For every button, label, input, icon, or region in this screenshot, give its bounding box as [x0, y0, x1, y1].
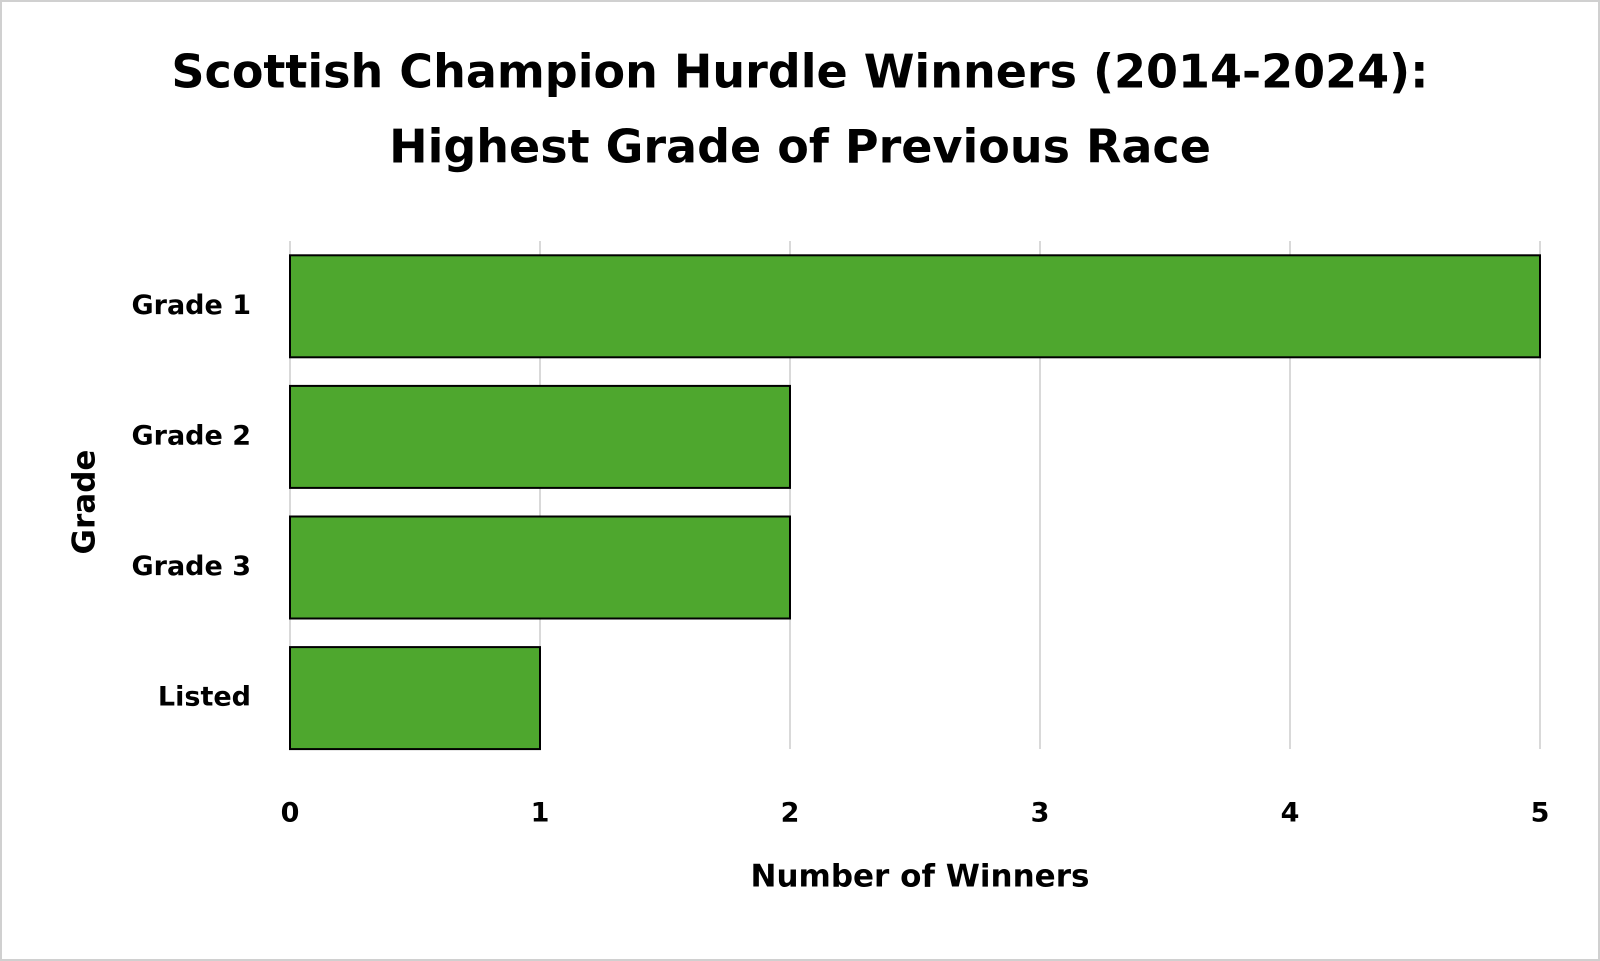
x-tick-label: 0 — [281, 798, 300, 829]
x-tick-label: 4 — [1281, 798, 1300, 829]
x-tick-label: 2 — [781, 798, 800, 829]
y-axis-label: Grade — [67, 450, 103, 555]
y-tick-label: Grade 2 — [131, 420, 251, 451]
x-tick-label: 1 — [531, 798, 550, 829]
x-axis-label: Number of Winners — [751, 859, 1090, 895]
chart-title: Scottish Champion Hurdle Winners (2014-2… — [171, 45, 1428, 99]
x-tick-label: 5 — [1531, 798, 1550, 829]
bar — [289, 515, 791, 620]
y-tick-label: Grade 3 — [131, 551, 251, 582]
y-tick-label: Grade 1 — [131, 290, 251, 321]
bar — [289, 254, 1541, 359]
bar — [289, 646, 541, 751]
x-tick-label: 3 — [1031, 798, 1050, 829]
bar — [289, 384, 791, 489]
y-tick-label: Listed — [158, 682, 251, 713]
chart-title: Highest Grade of Previous Race — [389, 120, 1211, 174]
